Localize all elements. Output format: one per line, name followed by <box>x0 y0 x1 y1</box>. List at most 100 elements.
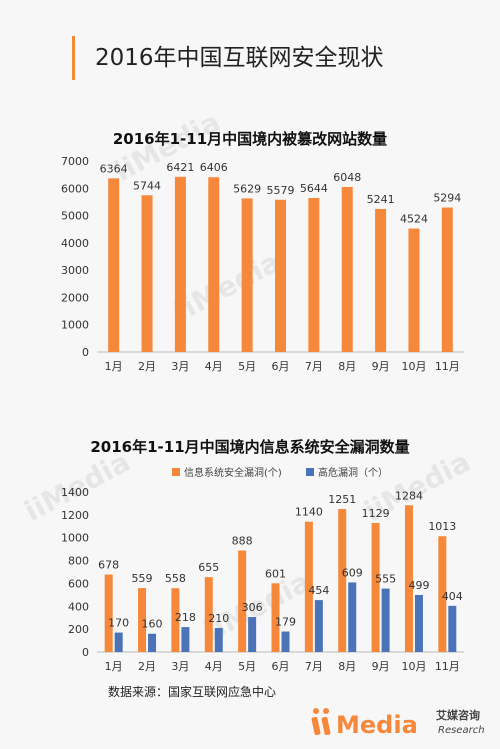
bar <box>408 228 420 352</box>
x-tick-label: 3月 <box>171 660 189 673</box>
bar <box>448 605 457 652</box>
bar <box>304 521 313 652</box>
data-label: 4524 <box>400 213 428 226</box>
x-tick-label: 4月 <box>205 660 223 673</box>
data-label: 678 <box>98 559 119 572</box>
x-tick-label: 10月 <box>401 660 426 673</box>
data-label: 454 <box>308 584 329 597</box>
bar <box>248 617 257 652</box>
y-tick-label: 2000 <box>61 291 89 304</box>
bar <box>271 583 280 652</box>
data-label: 218 <box>175 611 196 624</box>
data-label: 1251 <box>328 493 356 506</box>
legend-label: 信息系统安全漏洞(个) <box>184 466 282 479</box>
x-tick-label: 5月 <box>238 360 256 373</box>
x-tick-label: 1月 <box>105 660 123 673</box>
bar <box>181 627 190 652</box>
bar <box>371 522 380 652</box>
bar <box>404 505 413 652</box>
vulnerabilities-chart: 0 200 400 600 800 1000 1200 1400 1月 2月 3月 4月 5月 6月 7月 8… <box>61 466 464 673</box>
y-tick-label: 0 <box>82 646 89 659</box>
data-label: 609 <box>342 566 363 579</box>
y-tick-label: 800 <box>68 555 89 568</box>
x-tick-label: 10月 <box>401 360 426 373</box>
x-tick-label: 7月 <box>305 660 323 673</box>
x-tick-label: 6月 <box>272 360 290 373</box>
x-tick-label: 11月 <box>435 660 460 673</box>
y-tick-label: 1000 <box>61 532 89 545</box>
data-label: 1013 <box>428 520 456 533</box>
data-label: 558 <box>165 572 186 585</box>
logo-subtitle: Research <box>438 725 485 736</box>
data-label: 1284 <box>395 489 423 502</box>
x-tick-label: 4月 <box>205 360 223 373</box>
x-tick-label: 11月 <box>435 360 460 373</box>
data-label: 655 <box>198 561 219 574</box>
logo-chinese: 艾媒咨询 <box>436 708 480 722</box>
bar <box>441 207 453 352</box>
bar <box>308 197 320 352</box>
bar <box>314 600 323 652</box>
bar <box>174 176 186 352</box>
x-tick-label: 2月 <box>138 660 156 673</box>
bar <box>341 186 353 352</box>
data-label: 559 <box>132 572 153 585</box>
data-label: 555 <box>375 573 396 586</box>
data-label: 5241 <box>367 193 395 206</box>
bar <box>238 550 247 652</box>
legend-label: 高危漏洞（个） <box>318 466 388 479</box>
bar <box>438 536 447 652</box>
data-label: 1129 <box>362 507 390 520</box>
x-tick-label: 9月 <box>372 660 390 673</box>
x-tick-label: 8月 <box>338 360 356 373</box>
data-label: 6421 <box>166 161 194 174</box>
bar <box>171 588 180 652</box>
bar <box>381 588 390 652</box>
bar <box>148 633 157 652</box>
data-label: 404 <box>442 590 463 603</box>
y-tick-label: 1000 <box>61 319 89 332</box>
page-header: 2016年中国互联网安全现状 <box>72 36 384 80</box>
x-tick-label: 8月 <box>338 660 356 673</box>
y-tick-label: 1400 <box>61 486 89 499</box>
data-label: 1140 <box>295 506 323 519</box>
bar <box>414 594 423 652</box>
bar <box>375 208 387 352</box>
y-tick-label: 6000 <box>61 182 89 195</box>
data-label: 306 <box>242 601 263 614</box>
bar <box>114 632 123 652</box>
bar <box>348 582 357 652</box>
y-tick-label: 7000 <box>61 155 89 168</box>
bar <box>141 195 153 352</box>
y-tick-label: 5000 <box>61 210 89 223</box>
data-label: 6364 <box>100 162 128 175</box>
x-tick-label: 7月 <box>305 360 323 373</box>
data-label: 601 <box>265 567 286 580</box>
x-tick-label: 3月 <box>171 360 189 373</box>
data-label: 5294 <box>433 192 461 205</box>
legend-swatch <box>306 468 314 476</box>
x-tick-label: 2月 <box>138 360 156 373</box>
data-label: 160 <box>142 618 163 631</box>
legend-swatch <box>172 468 180 476</box>
y-tick-label: 0 <box>82 346 89 359</box>
bar <box>241 198 253 352</box>
x-tick-label: 5月 <box>238 660 256 673</box>
y-tick-label: 600 <box>68 577 89 590</box>
data-label: 179 <box>275 616 296 629</box>
bar <box>208 177 220 352</box>
logo-wordmark: Media <box>336 711 418 739</box>
data-source-note: 数据来源：国家互联网应急中心 <box>108 685 277 699</box>
data-label: 6406 <box>200 161 228 174</box>
chart1-title: 2016年1-11月中国境内被篡改网站数量 <box>112 130 388 148</box>
data-label: 170 <box>108 617 129 630</box>
bar <box>108 178 120 352</box>
data-label: 6048 <box>333 171 361 184</box>
bar <box>138 588 147 652</box>
y-tick-label: 4000 <box>61 237 89 250</box>
bar <box>338 509 347 652</box>
data-label: 499 <box>408 579 429 592</box>
bar <box>275 199 286 352</box>
x-tick-label: 1月 <box>105 360 123 373</box>
data-label: 5744 <box>133 179 161 192</box>
